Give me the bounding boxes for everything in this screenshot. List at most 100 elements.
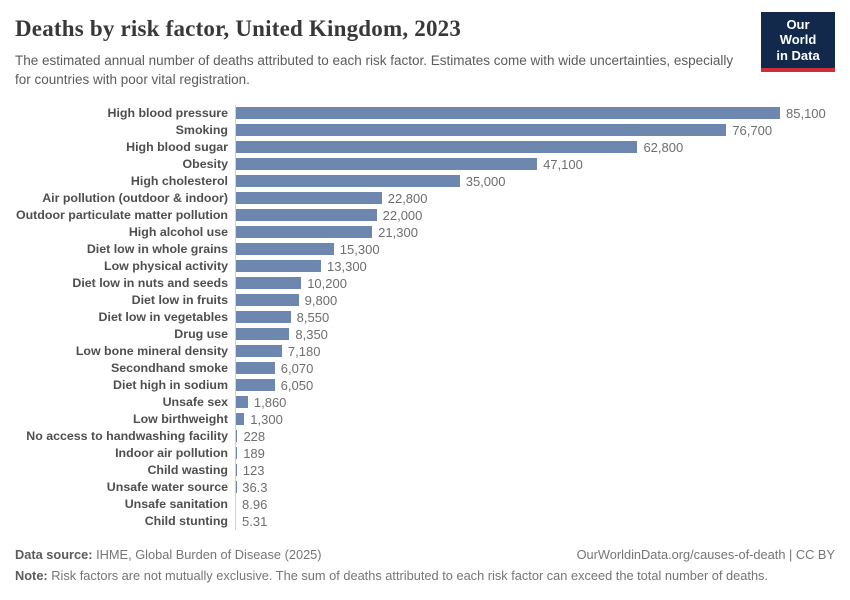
bar-row: Diet high in sodium 6,050 [15, 376, 835, 394]
value-label: 62,800 [643, 139, 684, 155]
bar-cell: 1,860 [235, 393, 835, 411]
bar[interactable] [236, 396, 248, 409]
bar-row: High blood sugar 62,800 [15, 138, 835, 156]
bar-row: Unsafe sex 1,860 [15, 393, 835, 411]
bar-row: Low physical activity 13,300 [15, 257, 835, 275]
value-label: 22,800 [387, 190, 428, 206]
bar[interactable] [236, 430, 238, 443]
category-label: Air pollution (outdoor & indoor) [42, 191, 228, 206]
category-label: Diet low in vegetables [98, 310, 228, 325]
category-label: Unsafe sanitation [124, 497, 228, 512]
owid-logo-line2: in Data [776, 47, 820, 63]
bar[interactable] [236, 124, 727, 137]
bar-cell: 13,300 [235, 257, 835, 275]
bar[interactable] [236, 243, 334, 256]
bar-cell: 8,350 [235, 325, 835, 343]
value-label: 10,200 [307, 275, 347, 291]
bar-row: Drug use 8,350 [15, 325, 835, 343]
owid-logo-line1: Our World [779, 17, 817, 48]
bar-cell: 76,700 [235, 121, 835, 139]
bar-cell: 189 [235, 444, 835, 462]
bar[interactable] [236, 447, 238, 460]
bar-row: High alcohol use 21,300 [15, 223, 835, 241]
category-label: High cholesterol [130, 174, 228, 189]
category-label: Diet low in fruits [131, 293, 228, 308]
value-label: 189 [243, 445, 265, 461]
chart-subtitle: The estimated annual number of deaths at… [15, 53, 734, 87]
bar[interactable] [236, 362, 275, 375]
bar-row: Low birthweight 1,300 [15, 410, 835, 428]
value-label: 123 [242, 462, 265, 478]
category-label: Unsafe sex [162, 395, 228, 410]
value-label: 76,700 [732, 122, 773, 138]
bar-cell: 6,050 [235, 376, 835, 394]
bar-row: High cholesterol 35,000 [15, 172, 835, 190]
bar[interactable] [236, 141, 638, 154]
bar-row: Diet low in fruits 9,800 [15, 291, 835, 309]
value-label: 5.31 [242, 513, 268, 529]
value-label: 36.3 [242, 479, 268, 495]
bar-cell: 6,070 [235, 359, 835, 377]
bar-row: Smoking 76,700 [15, 121, 835, 139]
bar[interactable] [236, 413, 245, 426]
bar[interactable] [236, 464, 237, 477]
value-label: 13,300 [327, 258, 367, 274]
bar[interactable] [236, 260, 322, 273]
bar[interactable] [236, 379, 275, 392]
bar[interactable] [236, 175, 460, 188]
bar-cell: 7,180 [235, 342, 835, 360]
bar-cell: 123 [235, 461, 835, 479]
bar[interactable] [236, 277, 302, 290]
bar-row: Air pollution (outdoor & indoor) 22,800 [15, 189, 835, 207]
category-label: Low bone mineral density [75, 344, 228, 359]
category-label: High blood sugar [126, 140, 228, 155]
bar[interactable] [236, 107, 780, 120]
bar[interactable] [236, 311, 291, 324]
bar-row: Diet low in nuts and seeds 10,200 [15, 274, 835, 292]
bar-cell: 8.96 [235, 495, 835, 513]
value-label: 15,300 [339, 241, 380, 257]
category-label: High blood pressure [107, 106, 228, 121]
bar-cell: 15,300 [235, 240, 835, 258]
category-label: Child wasting [147, 463, 228, 478]
bar[interactable] [236, 209, 377, 222]
bar-cell: 85,100 [235, 104, 835, 122]
category-label: Outdoor particulate matter pollution [15, 208, 228, 223]
bar-row: Indoor air pollution 189 [15, 444, 835, 462]
value-label: 228 [243, 428, 266, 444]
header-text: Deaths by risk factor, United Kingdom, 2… [15, 12, 750, 90]
bar[interactable] [236, 345, 282, 358]
category-label: Obesity [182, 157, 228, 172]
bar-row: No access to handwashing facility 228 [15, 427, 835, 445]
value-label: 8.96 [242, 496, 268, 512]
data-source: Data source: IHME, Global Burden of Dise… [15, 547, 322, 562]
bar[interactable] [236, 294, 299, 307]
bar-cell: 228 [235, 427, 835, 445]
value-label: 21,300 [378, 224, 418, 240]
bar-cell: 5.31 [235, 512, 835, 530]
bar[interactable] [236, 192, 382, 205]
bar[interactable] [236, 226, 373, 239]
value-label: 22,000 [382, 207, 423, 223]
bar-row: Low bone mineral density 7,180 [15, 342, 835, 360]
bar-cell: 10,200 [235, 274, 835, 292]
bar-row: Unsafe water source 36.3 [15, 478, 835, 496]
category-label: Secondhand smoke [110, 361, 228, 376]
bar-row: Unsafe sanitation 8.96 [15, 495, 835, 513]
bar-cell: 9,800 [235, 291, 835, 309]
footer-note-label: Note: [15, 567, 48, 583]
value-label: 8,350 [295, 326, 328, 342]
data-source-label: Data source: [15, 546, 93, 562]
bar[interactable] [236, 328, 290, 341]
value-label: 35,000 [465, 173, 506, 189]
bar[interactable] [236, 158, 538, 171]
value-label: 6,070 [280, 360, 314, 376]
category-label: Indoor air pollution [115, 446, 228, 461]
bar-cell: 36.3 [235, 478, 835, 496]
owid-logo[interactable]: Our World in Data [761, 12, 835, 72]
bar-row: Child stunting 5.31 [15, 512, 835, 530]
footer-link[interactable]: OurWorldinData.org/causes-of-death | CC … [576, 546, 835, 562]
page-title: Deaths by risk factor, United Kingdom, 2… [15, 16, 462, 41]
category-label: Child stunting [144, 514, 228, 529]
